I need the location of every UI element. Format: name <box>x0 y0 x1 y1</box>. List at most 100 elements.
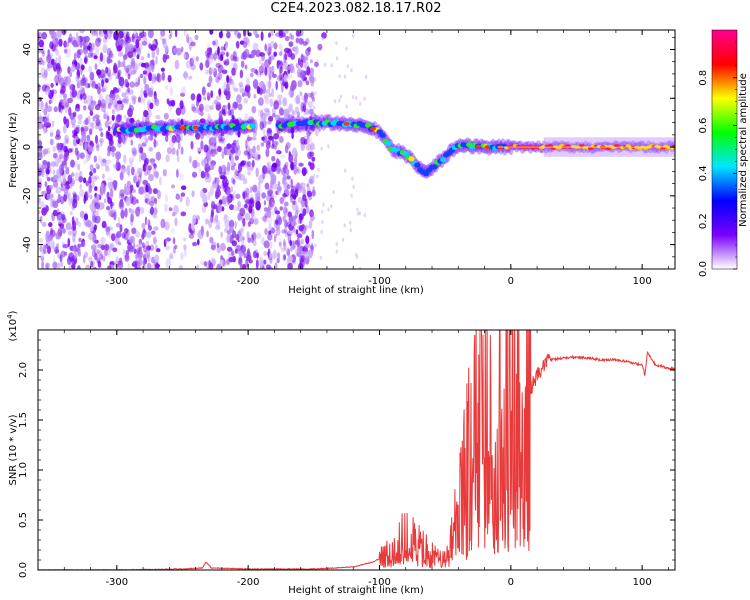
noise-speckle <box>231 251 236 256</box>
noise-speckle <box>205 130 211 139</box>
ridge-cell <box>547 144 553 148</box>
noise-speckle <box>147 165 153 171</box>
noise-speckle <box>77 119 83 125</box>
noise-speckle <box>62 125 67 134</box>
noise-speckle <box>290 67 296 74</box>
noise-speckle <box>358 266 362 269</box>
noise-speckle <box>221 195 227 205</box>
noise-speckle <box>306 190 313 197</box>
noise-speckle <box>55 48 60 56</box>
noise-speckle <box>141 222 146 229</box>
colorbar-gradient <box>711 29 738 270</box>
noise-speckle <box>238 230 242 237</box>
noise-speckle <box>298 262 304 269</box>
noise-speckle <box>163 238 167 248</box>
colorbar-tick-label: 0.8 <box>698 70 709 86</box>
noise-speckle <box>281 167 287 176</box>
noise-speckle <box>250 68 256 73</box>
noise-speckle <box>92 212 95 223</box>
noise-speckle <box>197 229 204 240</box>
noise-speckle <box>136 119 140 125</box>
noise-speckle <box>95 162 99 168</box>
noise-speckle <box>150 86 154 91</box>
noise-speckle <box>92 104 96 111</box>
noise-speckle <box>363 96 366 101</box>
noise-speckle <box>224 44 228 50</box>
noise-speckle <box>287 249 291 257</box>
noise-speckle <box>140 56 145 61</box>
noise-speckle <box>98 253 104 260</box>
noise-speckle <box>211 101 216 106</box>
noise-speckle <box>354 252 358 257</box>
noise-speckle <box>255 200 261 211</box>
noise-speckle <box>56 62 61 72</box>
noise-speckle <box>217 46 220 57</box>
noise-speckle <box>282 61 288 67</box>
noise-speckle <box>243 160 249 168</box>
noise-speckle <box>196 264 199 269</box>
noise-speckle <box>288 103 293 112</box>
noise-speckle <box>154 197 158 205</box>
noise-speckle <box>148 174 154 182</box>
noise-speckle <box>240 60 245 68</box>
noise-speckle <box>76 36 81 45</box>
noise-speckle <box>279 51 283 56</box>
noise-speckle <box>94 215 101 224</box>
noise-speckle <box>291 147 298 157</box>
noise-speckle <box>113 210 117 221</box>
noise-speckle <box>207 112 211 122</box>
noise-speckle <box>51 120 55 128</box>
noise-speckle <box>125 196 131 207</box>
noise-speckle <box>275 80 278 91</box>
noise-speckle <box>47 49 50 57</box>
ridge-hotspot <box>484 145 491 149</box>
noise-speckle <box>97 37 102 43</box>
noise-speckle <box>345 46 348 51</box>
noise-speckle <box>109 232 113 239</box>
noise-speckle <box>58 38 63 47</box>
noise-speckle <box>237 201 242 207</box>
noise-speckle <box>311 189 316 197</box>
noise-speckle <box>64 48 68 54</box>
noise-speckle <box>206 157 212 162</box>
noise-speckle <box>215 119 220 126</box>
noise-speckle <box>277 186 282 192</box>
noise-speckle <box>274 261 278 269</box>
noise-speckle <box>268 223 272 230</box>
noise-speckle <box>234 220 237 229</box>
noise-speckle <box>244 112 249 122</box>
noise-speckle <box>40 104 46 113</box>
noise-speckle <box>246 248 251 257</box>
noise-speckle <box>149 264 156 269</box>
noise-speckle <box>89 164 94 172</box>
noise-speckle <box>298 30 305 37</box>
noise-speckle <box>105 165 110 172</box>
noise-speckle <box>119 257 123 263</box>
noise-speckle <box>221 171 225 177</box>
ridge-hotspot <box>179 125 186 130</box>
noise-speckle <box>45 262 50 269</box>
noise-speckle <box>47 52 54 58</box>
noise-speckle <box>104 101 111 109</box>
noise-speckle <box>305 80 310 86</box>
noise-speckle <box>205 59 210 69</box>
noise-speckle <box>118 193 122 199</box>
noise-speckle <box>156 248 161 253</box>
noise-speckle <box>248 148 254 156</box>
noise-speckle <box>205 218 209 225</box>
noise-speckle <box>90 261 94 268</box>
noise-speckle <box>277 167 281 173</box>
noise-speckle <box>287 48 293 58</box>
noise-speckle <box>69 89 75 99</box>
noise-speckle <box>70 66 76 73</box>
noise-speckle <box>236 139 239 148</box>
snr-y-tick-label: 1.5 <box>18 412 29 428</box>
noise-speckle <box>261 136 265 141</box>
noise-speckle <box>203 261 207 267</box>
noise-speckle <box>277 75 283 82</box>
noise-speckle <box>183 129 187 136</box>
noise-speckle <box>190 93 196 101</box>
noise-speckle <box>279 241 282 250</box>
noise-speckle <box>114 235 120 245</box>
noise-speckle <box>238 81 244 88</box>
